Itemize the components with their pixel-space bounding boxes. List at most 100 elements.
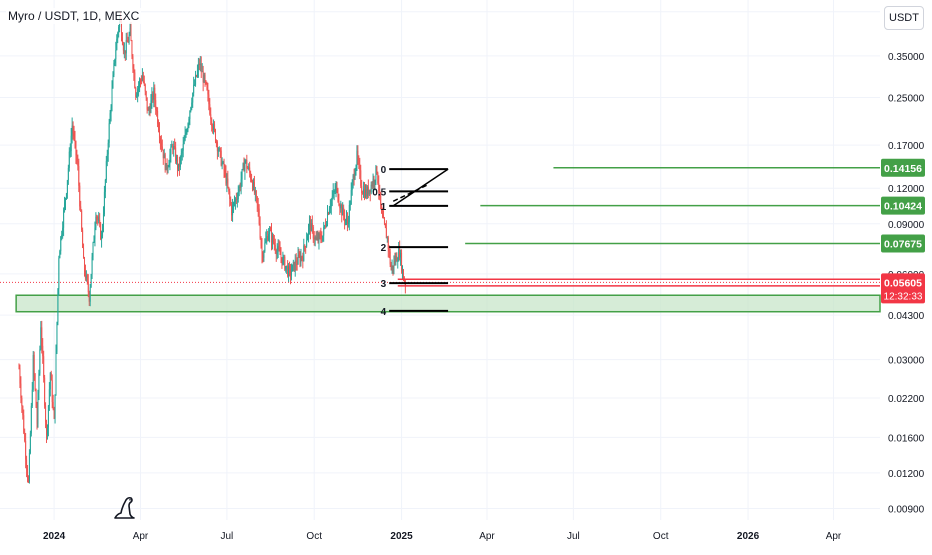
candle	[137, 85, 139, 103]
candle-body	[83, 258, 85, 271]
candle	[235, 192, 237, 205]
candle-body	[279, 249, 281, 255]
candle	[110, 104, 112, 122]
candle	[105, 156, 107, 183]
candle	[178, 156, 180, 176]
candle-body	[333, 191, 335, 193]
candle	[394, 252, 396, 266]
candle-body	[277, 246, 279, 251]
candle-body	[158, 123, 160, 131]
candle	[121, 32, 123, 46]
candle-body	[249, 167, 251, 173]
candle-body	[247, 168, 249, 170]
candle-body	[275, 250, 277, 255]
candle-body	[344, 215, 346, 222]
candle-body	[70, 135, 72, 151]
candle-body	[399, 248, 401, 258]
candle	[67, 164, 69, 185]
candle	[206, 81, 208, 91]
x-tick-label: 2025	[390, 531, 413, 542]
candle-body	[278, 246, 280, 250]
candle	[191, 97, 193, 111]
candle	[338, 193, 340, 207]
candle-body	[88, 292, 90, 302]
candle-body	[340, 205, 342, 209]
candle	[254, 186, 256, 202]
candle-body	[140, 80, 142, 82]
candle-body	[170, 146, 172, 155]
candle-body	[280, 254, 282, 258]
candle	[228, 186, 230, 195]
candle	[195, 70, 197, 87]
candle	[313, 231, 315, 246]
candle	[65, 192, 67, 200]
candle-body	[122, 44, 124, 51]
candle	[151, 87, 153, 109]
grid-layer	[0, 0, 880, 520]
x-tick-label: Apr	[826, 531, 842, 542]
candle-body	[92, 242, 94, 257]
candle-body	[157, 111, 159, 124]
candle-body	[390, 264, 392, 271]
candle-body	[65, 198, 67, 203]
candle-body	[320, 234, 322, 239]
candle-body	[38, 373, 40, 393]
candle-body	[342, 207, 344, 216]
dinosaur-logo-icon[interactable]	[112, 494, 138, 520]
candle	[376, 165, 378, 175]
currency-button[interactable]: USDT	[884, 6, 924, 30]
candle-body	[108, 123, 110, 143]
candle	[18, 363, 20, 370]
candle	[217, 147, 219, 157]
candle-body	[318, 233, 320, 242]
candle	[187, 122, 189, 133]
candle-body	[196, 75, 198, 77]
candle	[380, 191, 382, 210]
candle-body	[238, 186, 240, 193]
candle	[101, 230, 103, 248]
candle	[225, 165, 227, 186]
candle	[281, 257, 283, 269]
candle-body	[384, 223, 386, 228]
candle	[203, 72, 205, 83]
candle-body	[284, 256, 286, 270]
candle	[264, 238, 266, 253]
candle-body	[40, 327, 42, 350]
candle	[84, 264, 86, 281]
candle-body	[323, 226, 325, 236]
candle	[52, 394, 54, 411]
candle-body	[194, 84, 196, 86]
candle-body	[145, 91, 147, 98]
candle	[131, 39, 133, 60]
candle	[177, 154, 179, 177]
candle	[323, 221, 325, 242]
candle-body	[257, 204, 259, 209]
candle-body	[41, 327, 43, 346]
candle	[75, 140, 77, 164]
candle	[384, 223, 386, 229]
candle-body	[62, 227, 64, 235]
candle	[401, 249, 403, 274]
candle	[56, 321, 58, 355]
candle-body	[254, 190, 256, 193]
candle-body	[352, 175, 354, 183]
candle-body	[214, 129, 216, 142]
candle-body	[168, 164, 170, 168]
support-zone	[15, 294, 881, 313]
candle-body	[208, 94, 210, 105]
y-tick-label: 0.01600	[888, 433, 925, 444]
candle-body	[400, 252, 402, 258]
candle-body	[65, 193, 67, 199]
candle-body	[141, 75, 143, 81]
candle-body	[109, 113, 111, 124]
candle-body	[98, 219, 100, 221]
candle	[365, 184, 367, 200]
candle	[107, 139, 109, 162]
candle	[271, 232, 273, 250]
candle-body	[36, 407, 38, 424]
candle-body	[193, 84, 195, 94]
candle-body	[269, 230, 271, 234]
candle	[317, 230, 319, 244]
